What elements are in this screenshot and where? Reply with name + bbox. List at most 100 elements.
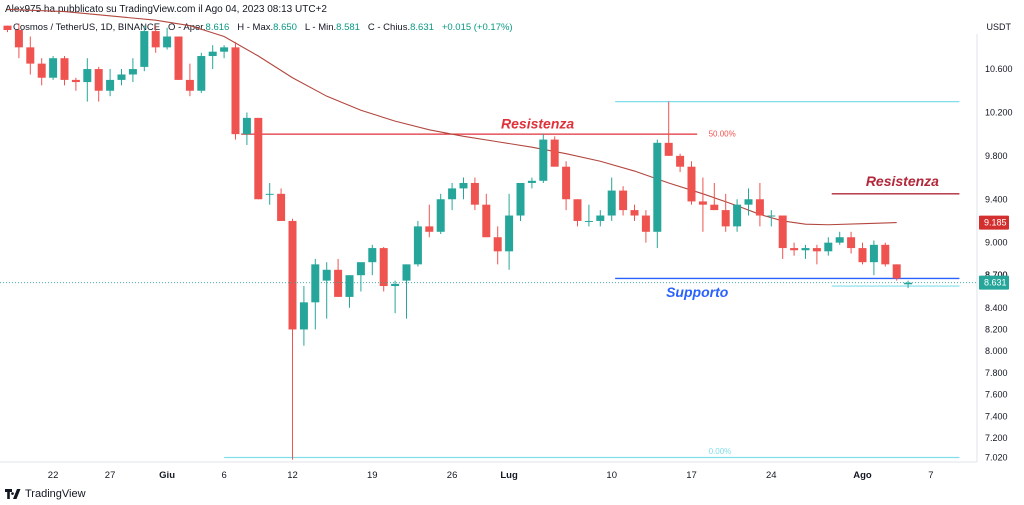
symbol-name[interactable]: Cosmos / TetherUS, 1D, BINANCE — [13, 22, 161, 33]
candle-body — [573, 199, 582, 221]
candles-layer — [3, 23, 913, 460]
price-tick-label: 7.600 — [985, 390, 1008, 400]
drawings-layer: 50.00% 0.00% Resistenza Resistenza Supporto — [224, 100, 960, 459]
moving-average-line — [7, 8, 897, 226]
candle-body — [630, 210, 639, 216]
price-tick-label: 8.700 — [985, 270, 1008, 280]
low-value: 8.581 — [336, 22, 360, 33]
candle-body — [721, 210, 730, 227]
candle-body — [391, 283, 400, 287]
open-label: O - Aper. — [168, 22, 206, 33]
time-tick-label: Ago — [853, 470, 872, 481]
candle-body — [858, 248, 867, 263]
candle-body — [174, 36, 183, 80]
currency-label[interactable]: USDT — [986, 22, 1012, 32]
candle-body — [334, 269, 343, 297]
ma-price-tag-text: 9.185 — [984, 218, 1007, 228]
candle-body — [368, 248, 377, 263]
low-label: L - Min. — [304, 22, 337, 33]
candle-body — [425, 226, 434, 232]
tradingview-logo[interactable]: TradingView — [5, 488, 86, 500]
high-label: H - Max. — [237, 22, 274, 33]
candle-body — [778, 215, 787, 249]
candle-body — [117, 74, 126, 80]
candle-body — [345, 275, 354, 297]
candle-body — [584, 220, 593, 222]
candle-body — [767, 215, 776, 217]
candle-body — [904, 282, 913, 285]
price-tick-label: 9.400 — [985, 194, 1008, 204]
candle-body — [3, 25, 12, 30]
price-tick-label: 7.800 — [985, 368, 1008, 378]
candle-body — [26, 47, 35, 64]
candle-body — [482, 204, 491, 238]
candle-body — [710, 204, 719, 211]
time-tick-label: 10 — [606, 470, 617, 481]
time-tick-label: 26 — [447, 470, 458, 481]
candle-body — [322, 269, 331, 281]
price-tick-label: 9.800 — [985, 151, 1008, 161]
candle-body — [379, 248, 388, 287]
candle-body — [881, 244, 890, 265]
candle-body — [254, 117, 263, 200]
time-axis[interactable]: 22 27 Giu 6 12 19 26 Lug 10 17 24 Ago 7 — [0, 461, 977, 481]
price-tick-label: 7.400 — [985, 411, 1008, 421]
candle-body — [847, 237, 856, 249]
candle-body — [37, 63, 46, 78]
candle-body — [140, 31, 149, 67]
time-tick-label: 22 — [48, 470, 59, 481]
price-tick-label-partial: 8.700 — [985, 270, 1008, 280]
price-tick-label: 8.200 — [985, 324, 1008, 334]
candle-body — [664, 142, 673, 156]
attribution-text: Alex975 ha pubblicato su TradingView.com… — [5, 4, 327, 15]
ohlc-legend: Cosmos / TetherUS, 1D, BINANCE O - Aper.… — [13, 22, 513, 33]
candle-body — [402, 264, 411, 281]
candle-body — [607, 190, 616, 216]
candle-body — [470, 182, 479, 205]
candle-body — [493, 237, 502, 252]
candle-body — [755, 199, 764, 216]
candle-body — [824, 242, 833, 252]
candle-body — [14, 29, 23, 48]
candle-body — [892, 264, 901, 279]
candle-body — [516, 182, 525, 216]
price-tick-label: 7.200 — [985, 433, 1008, 443]
candle-body — [619, 190, 628, 211]
candle-body — [733, 204, 742, 227]
candle-body — [60, 58, 69, 80]
candle-body — [288, 220, 297, 330]
candle-body — [151, 31, 160, 48]
candle-body — [242, 117, 251, 135]
price-tick-label: 10.600 — [985, 64, 1013, 74]
time-tick-label: 24 — [766, 470, 777, 481]
time-tick-label: 27 — [105, 470, 116, 481]
fib-level-label: 0.00% — [709, 447, 732, 456]
moving-average-layer — [7, 8, 897, 226]
candle-body — [71, 79, 80, 83]
candle-body — [277, 193, 286, 221]
candle-body — [539, 139, 548, 181]
candle-body — [744, 199, 753, 205]
brand-text: TradingView — [25, 488, 86, 500]
time-tick-label: 19 — [367, 470, 378, 481]
candle-body — [83, 69, 92, 83]
candle-body — [185, 79, 194, 91]
candle-body — [448, 188, 457, 200]
candle-body — [653, 142, 662, 232]
time-tick-label: 7 — [928, 470, 933, 481]
high-value: 8.650 — [273, 22, 297, 33]
candle-body — [459, 182, 468, 189]
candle-body — [550, 139, 559, 167]
change-value: +0.015 (+0.17%) — [441, 22, 513, 33]
candle-body — [208, 51, 217, 57]
resistance-label: Resistenza — [866, 173, 939, 189]
candle-body — [687, 166, 696, 202]
current-price-tag — [979, 275, 1009, 290]
candle-body — [106, 79, 115, 91]
candle-body — [562, 166, 571, 200]
candle-body — [790, 248, 799, 251]
candle-body — [698, 201, 707, 205]
price-axis[interactable]: 10.600 10.200 9.800 9.400 9.000 8.700 8.400 8.2… — [976, 34, 1013, 462]
